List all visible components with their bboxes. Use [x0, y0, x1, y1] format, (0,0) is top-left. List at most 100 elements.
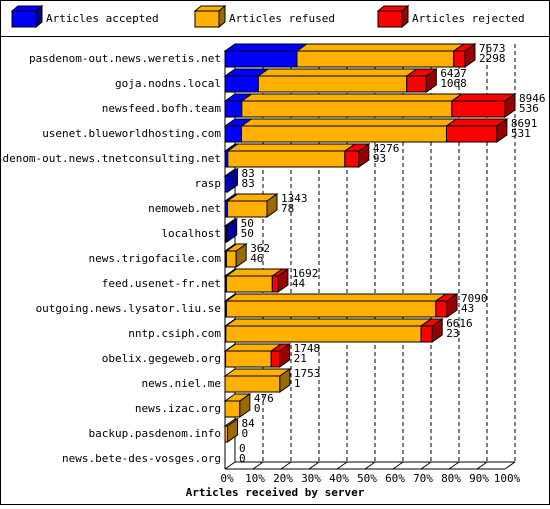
bar-side: [239, 393, 251, 418]
bar-top: [239, 118, 459, 127]
bar-segment: [227, 150, 346, 168]
bar-segment: [445, 125, 498, 143]
value-label-received: 6427: [440, 67, 467, 80]
bar-segment: [227, 200, 268, 218]
bar-segment: [224, 400, 241, 418]
value-label-received: 84: [242, 417, 256, 430]
value-label-accepted: 23: [446, 327, 459, 340]
bar-side: [279, 368, 291, 393]
legend-swatch: [377, 10, 403, 28]
y-tick-label: goja.nodns.local: [115, 77, 221, 90]
floor-tick: [224, 461, 236, 470]
bar-top: [240, 93, 464, 102]
floor-tick: [504, 461, 516, 470]
x-tick-label: 30%: [301, 472, 321, 485]
x-tick-label: 80%: [441, 472, 461, 485]
bar-side: [235, 243, 247, 268]
value-label-accepted: 536: [519, 102, 539, 115]
legend-swatch: [194, 10, 220, 28]
bar-top: [295, 43, 466, 52]
bar-top: [223, 368, 292, 377]
bar-top: [256, 68, 419, 77]
value-label-accepted: 78: [281, 202, 294, 215]
y-tick-label: backup.pasdenom.info: [89, 427, 221, 440]
bar-segment: [296, 50, 455, 68]
bar-side: [464, 43, 476, 68]
value-label-received: 8691: [511, 117, 538, 130]
bar-side: [446, 293, 458, 318]
y-tick-label: news.niel.me: [142, 377, 221, 390]
value-label-accepted: 0: [242, 427, 249, 440]
y-tick-label: outgoing.news.lysator.liu.se: [36, 302, 221, 315]
value-label-accepted: 93: [373, 152, 386, 165]
value-label-received: 7673: [479, 42, 506, 55]
bar-segment: [225, 325, 422, 343]
value-label-accepted: 1068: [440, 77, 467, 90]
legend-swatch-side: [35, 4, 43, 29]
bar-segment: [225, 275, 273, 293]
y-tick-label: news.bete-des-vosges.org: [62, 452, 221, 465]
bar-side: [277, 268, 289, 293]
value-label-received: 7090: [461, 292, 488, 305]
bar-segment: [225, 350, 272, 368]
bar-segment: [224, 125, 243, 143]
value-label-accepted: 1: [294, 377, 301, 390]
y-tick-label: pasdenom-out.news.weretis.net: [29, 52, 221, 65]
bar-segment: [225, 250, 237, 268]
value-label-received: 4276: [373, 142, 400, 155]
bar-segment: [435, 300, 448, 318]
y-tick-label: feed.usenet-fr.net: [102, 277, 221, 290]
floor-tick: [280, 461, 292, 470]
bar-segment: [420, 325, 433, 343]
bar-segment: [453, 50, 466, 68]
value-label-received: 6616: [446, 317, 473, 330]
bar-segment: [241, 100, 453, 118]
value-label-received: 0: [239, 442, 246, 455]
legend-label: Articles refused: [229, 12, 335, 25]
bar-top: [226, 143, 357, 152]
bar-segment: [241, 125, 447, 143]
bar-side: [226, 218, 238, 243]
bar-segment: [224, 375, 281, 393]
legend-label: Articles rejected: [412, 12, 525, 25]
bar-segment: [271, 275, 279, 293]
legend-swatch: [11, 10, 37, 28]
x-tick-label: 50%: [357, 472, 377, 485]
floor-tick: [308, 461, 320, 470]
bar-top: [224, 293, 448, 302]
value-label-accepted: 50: [241, 227, 254, 240]
value-label-accepted: 2298: [479, 52, 506, 65]
x-tick-label: 0%: [220, 472, 234, 485]
value-label-received: 1692: [292, 267, 319, 280]
floor-tick: [252, 461, 264, 470]
x-tick-label: 90%: [469, 472, 489, 485]
value-label-received: 476: [254, 392, 274, 405]
y-tick-label: nemoweb.net: [148, 202, 221, 215]
x-tick-label: 60%: [385, 472, 405, 485]
floor-tick: [420, 461, 432, 470]
bar-top: [224, 318, 433, 327]
floor-tick: [448, 461, 460, 470]
bar-segment: [344, 150, 360, 168]
value-label-received: 362: [250, 242, 270, 255]
x-tick-label: 40%: [329, 472, 349, 485]
y-tick-label: news.trigofacile.com: [89, 252, 222, 265]
y-tick-label: usenet.blueworldhosting.com: [42, 127, 221, 140]
y-tick-label: rasp: [195, 177, 222, 190]
bar-side: [266, 193, 278, 218]
bar-top: [223, 43, 309, 52]
value-label-accepted: 43: [461, 302, 474, 315]
bar-side: [358, 143, 370, 168]
bar-side: [425, 68, 437, 93]
value-label-received: 8946: [519, 92, 546, 105]
bar-side: [227, 418, 239, 443]
bar-side: [227, 168, 239, 193]
y-tick-label: localhost: [161, 227, 221, 240]
bar-side: [431, 318, 443, 343]
bar-segment: [270, 350, 281, 368]
value-label-received: 83: [242, 167, 255, 180]
value-label-accepted: 531: [511, 127, 531, 140]
value-label-accepted: 44: [292, 277, 306, 290]
bar-segment: [225, 300, 437, 318]
